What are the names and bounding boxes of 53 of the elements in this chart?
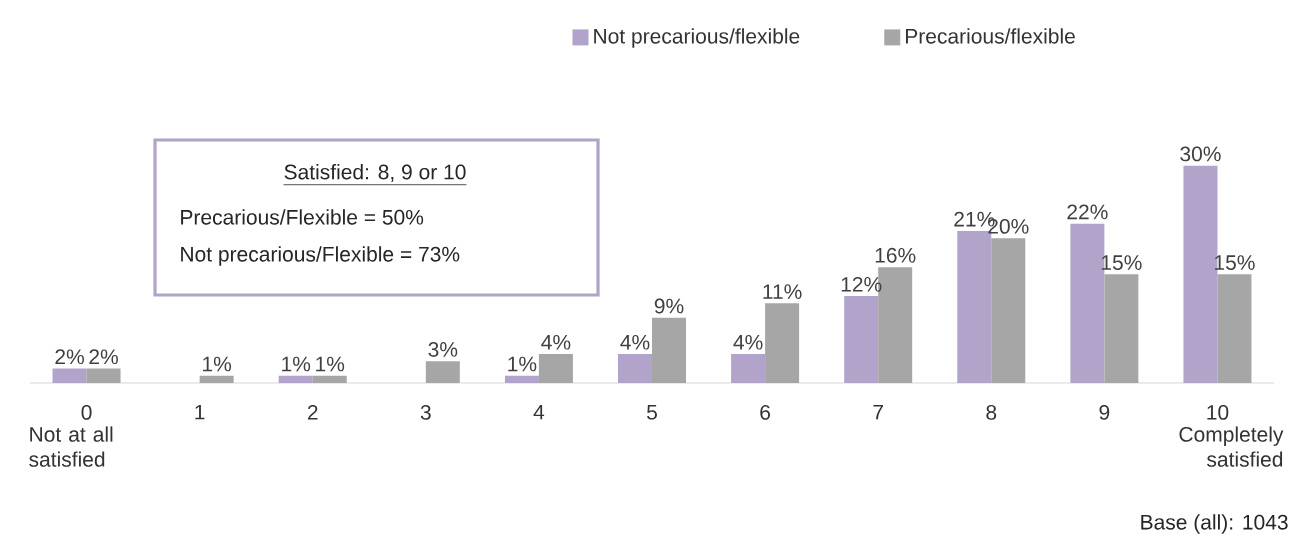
data-label: 9% (654, 298, 684, 314)
data-label: 12% (841, 276, 882, 292)
x-tick-label: 3 (420, 404, 431, 420)
bar (278, 375, 313, 383)
legend-label: Precarious/flexible (905, 28, 1075, 44)
data-label: 3% (428, 342, 458, 357)
annotation: Not precarious/Flexible = 73% (181, 246, 460, 266)
data-label: 15% (1215, 255, 1255, 270)
x-tick-label: 7 (873, 404, 883, 420)
bar (618, 354, 653, 383)
data-label: 4% (620, 334, 650, 350)
text: Not at all satisfied (29, 426, 113, 467)
data-label: 1% (508, 356, 537, 372)
data-label: 2% (89, 349, 118, 365)
x-tick-label: 1 (195, 404, 205, 420)
bar (425, 361, 460, 383)
x-tick-label: 4 (533, 404, 545, 420)
data-label: 15% (1101, 255, 1142, 270)
bar (1104, 274, 1139, 383)
x-tick-label: 10 (1207, 404, 1229, 420)
data-label: 2% (55, 349, 84, 365)
text: Base (all): 1043 (1141, 514, 1288, 534)
annotation: Satisfied: 8, 9 or 10 (284, 164, 466, 182)
data-label: 22% (1067, 204, 1108, 220)
bar (538, 354, 573, 383)
bar (312, 375, 347, 383)
annotation: Precarious/Flexible = 50% (181, 209, 424, 225)
bar (199, 375, 234, 383)
legend-label: Not precarious/flexible (594, 28, 800, 48)
bar (844, 296, 879, 383)
x-tick-label: 8 (986, 404, 997, 420)
bar (652, 317, 687, 383)
x-tick-label: 9 (1099, 404, 1110, 420)
bar (86, 368, 121, 383)
text: Completely satisfied (1179, 426, 1284, 467)
bar (991, 238, 1026, 383)
x-tick-label: 0 (81, 404, 92, 420)
data-label: 11% (763, 284, 802, 299)
bar (765, 303, 800, 383)
data-label: 1% (316, 356, 345, 372)
bar (1217, 274, 1252, 383)
x-tick-label: 6 (760, 404, 771, 420)
data-label: 1% (203, 356, 232, 372)
bar (52, 368, 87, 383)
bar (731, 354, 766, 383)
bar (504, 375, 539, 383)
data-label: 4% (733, 334, 763, 350)
data-label: 16% (875, 247, 916, 263)
x-tick-label: 5 (647, 404, 657, 420)
data-label: 1% (282, 356, 311, 372)
data-label: 4% (541, 334, 571, 350)
x-tick-label: 2 (307, 404, 318, 420)
data-label: 30% (1180, 146, 1221, 162)
